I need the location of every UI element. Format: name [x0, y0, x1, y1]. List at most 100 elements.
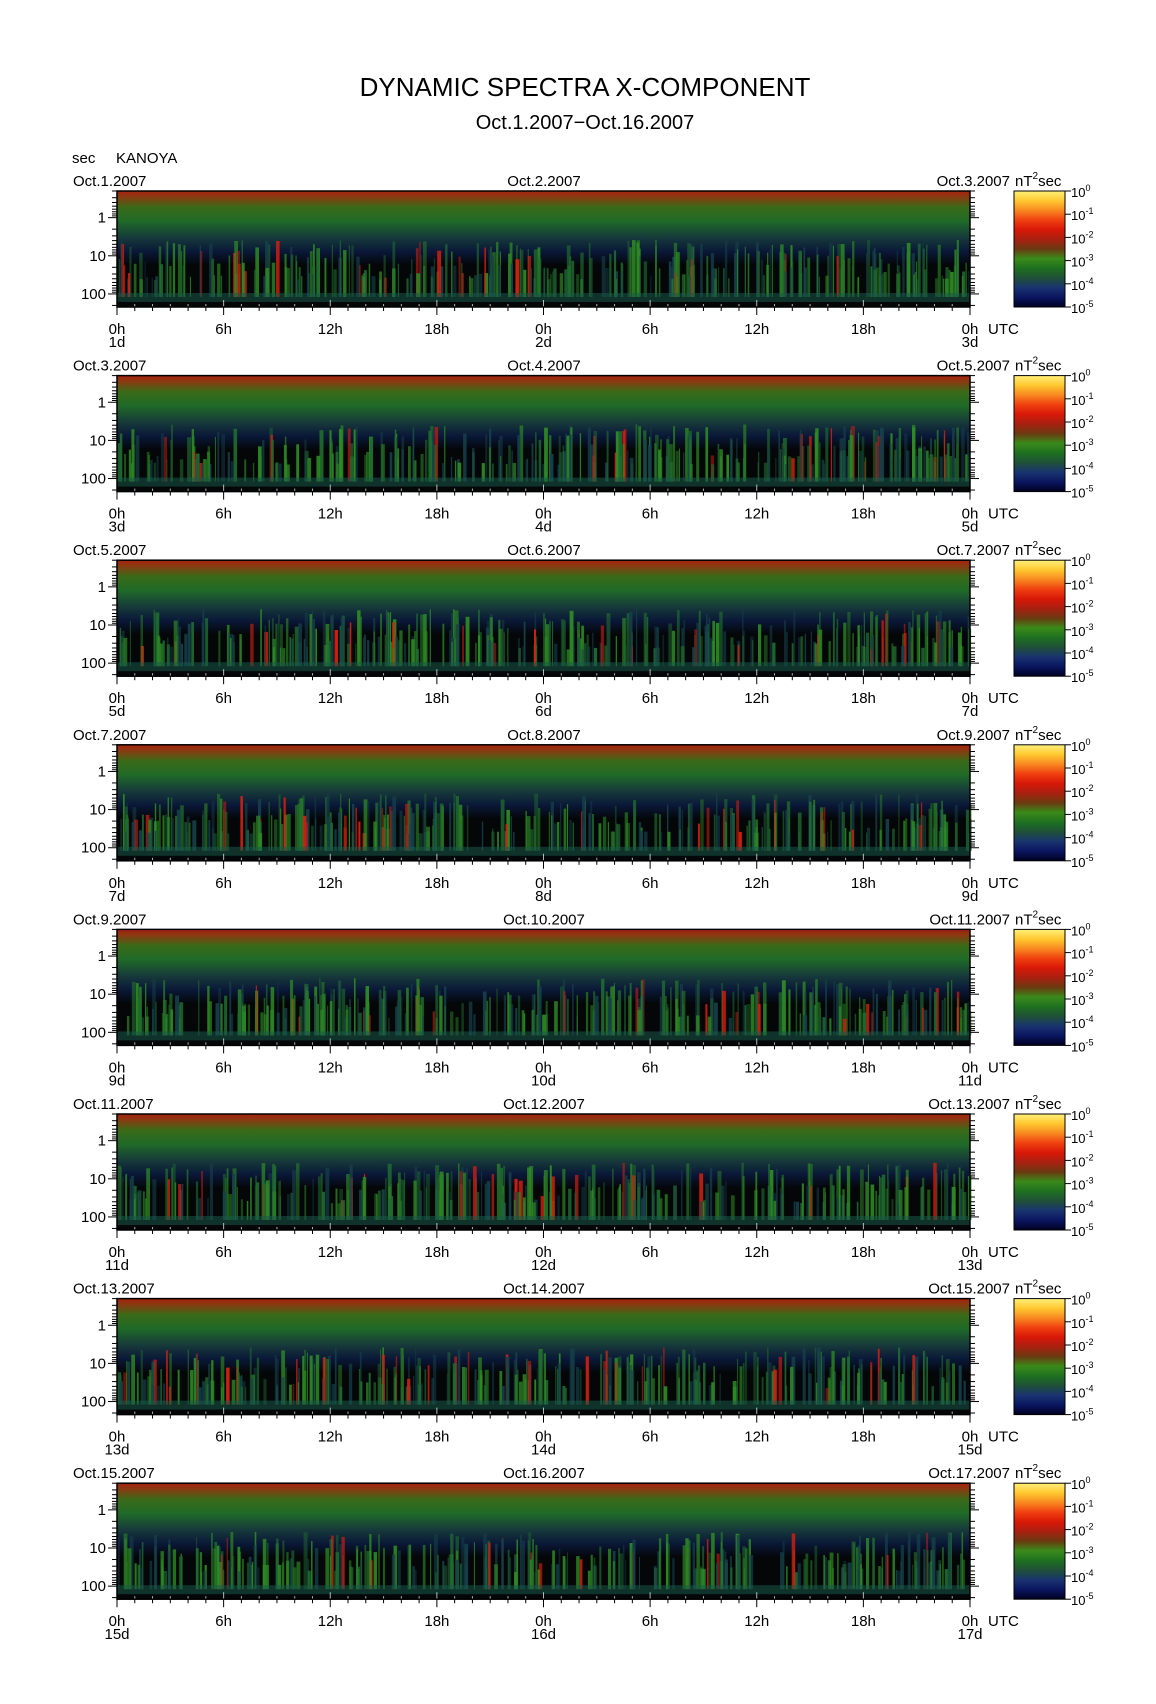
spectra-panel-5: Oct.9.2007 Oct.10.2007 Oct.11.2007 nT2sec11… — [73, 909, 1093, 1089]
colorbar-tick-label: 10-4 — [1071, 1014, 1093, 1031]
colorbar-tick-base: 10 — [1071, 1016, 1085, 1031]
panel-date-right: Oct.13.2007 — [928, 1096, 1010, 1113]
day-label-right: 11d — [958, 1072, 982, 1089]
x-axis: 0h 6h 12h 18h 0h 6h 12h 18h 0h UTC 11d 12d 13d — [105, 1230, 1019, 1274]
utc-label: UTC — [988, 321, 1019, 338]
x-tick-label: 18h — [424, 1244, 449, 1261]
panel-date-mid: Oct.12.2007 — [503, 1096, 585, 1113]
colorbar-tick-exp: -1 — [1085, 575, 1093, 585]
panel-date-right: Oct.9.2007 — [937, 727, 1010, 744]
colorbar-tick-exp: -4 — [1085, 1014, 1093, 1024]
spectrum-texture — [117, 424, 971, 482]
colorbar-tick-label: 100 — [1071, 183, 1090, 200]
day-label-mid: 8d — [535, 888, 552, 905]
day-label-mid: 2d — [535, 334, 552, 351]
panel-date-left: Oct.5.2007 — [73, 542, 146, 559]
x-tick-label: 6h — [215, 1244, 232, 1261]
colorbar-unit-base: nT — [1015, 1465, 1033, 1482]
colorbar-tick-base: 10 — [1071, 855, 1085, 870]
colorbar-unit-base: nT — [1015, 911, 1033, 928]
colorbar-tick-base: 10 — [1071, 647, 1085, 662]
spectrum-texture — [126, 978, 972, 1036]
panel-date-left: Oct.7.2007 — [73, 727, 146, 744]
x-tick-label: 18h — [424, 1613, 449, 1630]
colorbar-tick-base: 10 — [1071, 1500, 1085, 1515]
colorbar-tick-base: 10 — [1071, 1316, 1085, 1331]
x-tick-label: 6h — [642, 690, 659, 707]
spectra-panel-4: Oct.7.2007 Oct.8.2007 Oct.9.2007 nT2sec1101… — [73, 725, 1093, 905]
y-tick-label: 1 — [98, 1317, 106, 1334]
panel-date-right: Oct.17.2007 — [928, 1465, 1010, 1482]
colorbar-tick-label: 10-5 — [1071, 1037, 1093, 1054]
day-label-right: 15d — [957, 1442, 982, 1459]
colorbar-tick-label: 10-2 — [1071, 1152, 1093, 1169]
colorbar-tick-base: 10 — [1071, 739, 1085, 754]
colorbar-tick-base: 10 — [1071, 278, 1085, 293]
x-axis: 0h 6h 12h 18h 0h 6h 12h 18h 0h UTC 9d 10d 11d — [109, 1045, 1019, 1089]
colorbar-unit-base: nT — [1015, 542, 1033, 559]
spectrum-bottom-band — [117, 662, 970, 672]
colorbar-tick-base: 10 — [1071, 670, 1085, 685]
y-tick-label: 100 — [81, 840, 106, 857]
colorbar-tick-base: 10 — [1071, 185, 1085, 200]
colorbar-tick-exp: 0 — [1085, 1106, 1090, 1116]
x-axis: 0h 6h 12h 18h 0h 6h 12h 18h 0h UTC 15d 16d 17d — [104, 1599, 1019, 1643]
x-tick-label: 0h — [109, 1244, 126, 1261]
colorbar-unit-base: nT — [1015, 1281, 1033, 1298]
colorbar-tick-exp: 0 — [1085, 552, 1090, 562]
y-tick-label: 10 — [89, 1540, 106, 1557]
x-tick-label: 6h — [215, 1429, 232, 1446]
x-tick-label: 12h — [744, 506, 769, 523]
y-tick-label: 10 — [89, 986, 106, 1003]
x-tick-label: 18h — [851, 1429, 876, 1446]
colorbar-tick-exp: -5 — [1085, 1591, 1093, 1601]
colorbar-tick-exp: -1 — [1085, 1129, 1093, 1139]
panel-date-right: Oct.15.2007 — [928, 1281, 1010, 1298]
spectra-panel-8: Oct.15.2007 Oct.16.2007 Oct.17.2007 nT2sec 1… — [73, 1463, 1093, 1643]
panel-date-mid: Oct.14.2007 — [503, 1281, 585, 1298]
panel-date-right: Oct.7.2007 — [937, 542, 1010, 559]
y-tick-label: 100 — [81, 655, 106, 672]
colorbar-tick-base: 10 — [1071, 1362, 1085, 1377]
colorbar-tick-label: 100 — [1071, 1291, 1090, 1308]
x-tick-label: 12h — [318, 506, 343, 523]
colorbar-unit-tail: sec — [1038, 911, 1062, 928]
colorbar-tick-label: 10-4 — [1071, 1568, 1093, 1585]
colorbar-unit-tail: sec — [1038, 1281, 1062, 1298]
x-tick-label: 12h — [318, 1429, 343, 1446]
x-tick-label: 12h — [318, 690, 343, 707]
panel-date-mid: Oct.8.2007 — [507, 727, 580, 744]
colorbar-tick-base: 10 — [1071, 832, 1085, 847]
day-label-mid: 10d — [531, 1072, 556, 1089]
colorbar-tick-exp: -3 — [1085, 806, 1093, 816]
spectrum-bottom-band — [117, 293, 970, 302]
x-tick-label: 0h — [962, 1613, 979, 1630]
panel-date-mid: Oct.10.2007 — [503, 911, 585, 928]
colorbar-tick-exp: -5 — [1085, 853, 1093, 863]
colorbar-tick-base: 10 — [1071, 1131, 1085, 1146]
colorbar-tick-exp: -1 — [1085, 760, 1093, 770]
day-label-left: 9d — [109, 1072, 126, 1089]
day-label-right: 3d — [962, 334, 979, 351]
y-unit-label: sec — [72, 150, 96, 167]
colorbar-unit-base: nT — [1015, 173, 1033, 190]
x-tick-label: 6h — [642, 1244, 659, 1261]
colorbar-unit-label: nT2sec — [1015, 1279, 1062, 1298]
x-tick-label: 6h — [215, 506, 232, 523]
x-tick-label: 18h — [851, 321, 876, 338]
day-label-left: 3d — [109, 519, 126, 536]
colorbar-tick-exp: -3 — [1085, 437, 1093, 447]
colorbar-scale — [1013, 375, 1066, 493]
colorbar-unit-tail: sec — [1038, 542, 1062, 559]
colorbar-tick-label: 10-4 — [1071, 460, 1093, 477]
panel-date-right: Oct.5.2007 — [937, 358, 1010, 375]
y-tick-label: 10 — [89, 1355, 106, 1372]
colorbar-scale — [1013, 744, 1066, 862]
colorbar-tick-label: 10-4 — [1071, 1199, 1093, 1216]
panel-date-right: Oct.3.2007 — [937, 173, 1010, 190]
day-label-right: 5d — [962, 519, 979, 536]
